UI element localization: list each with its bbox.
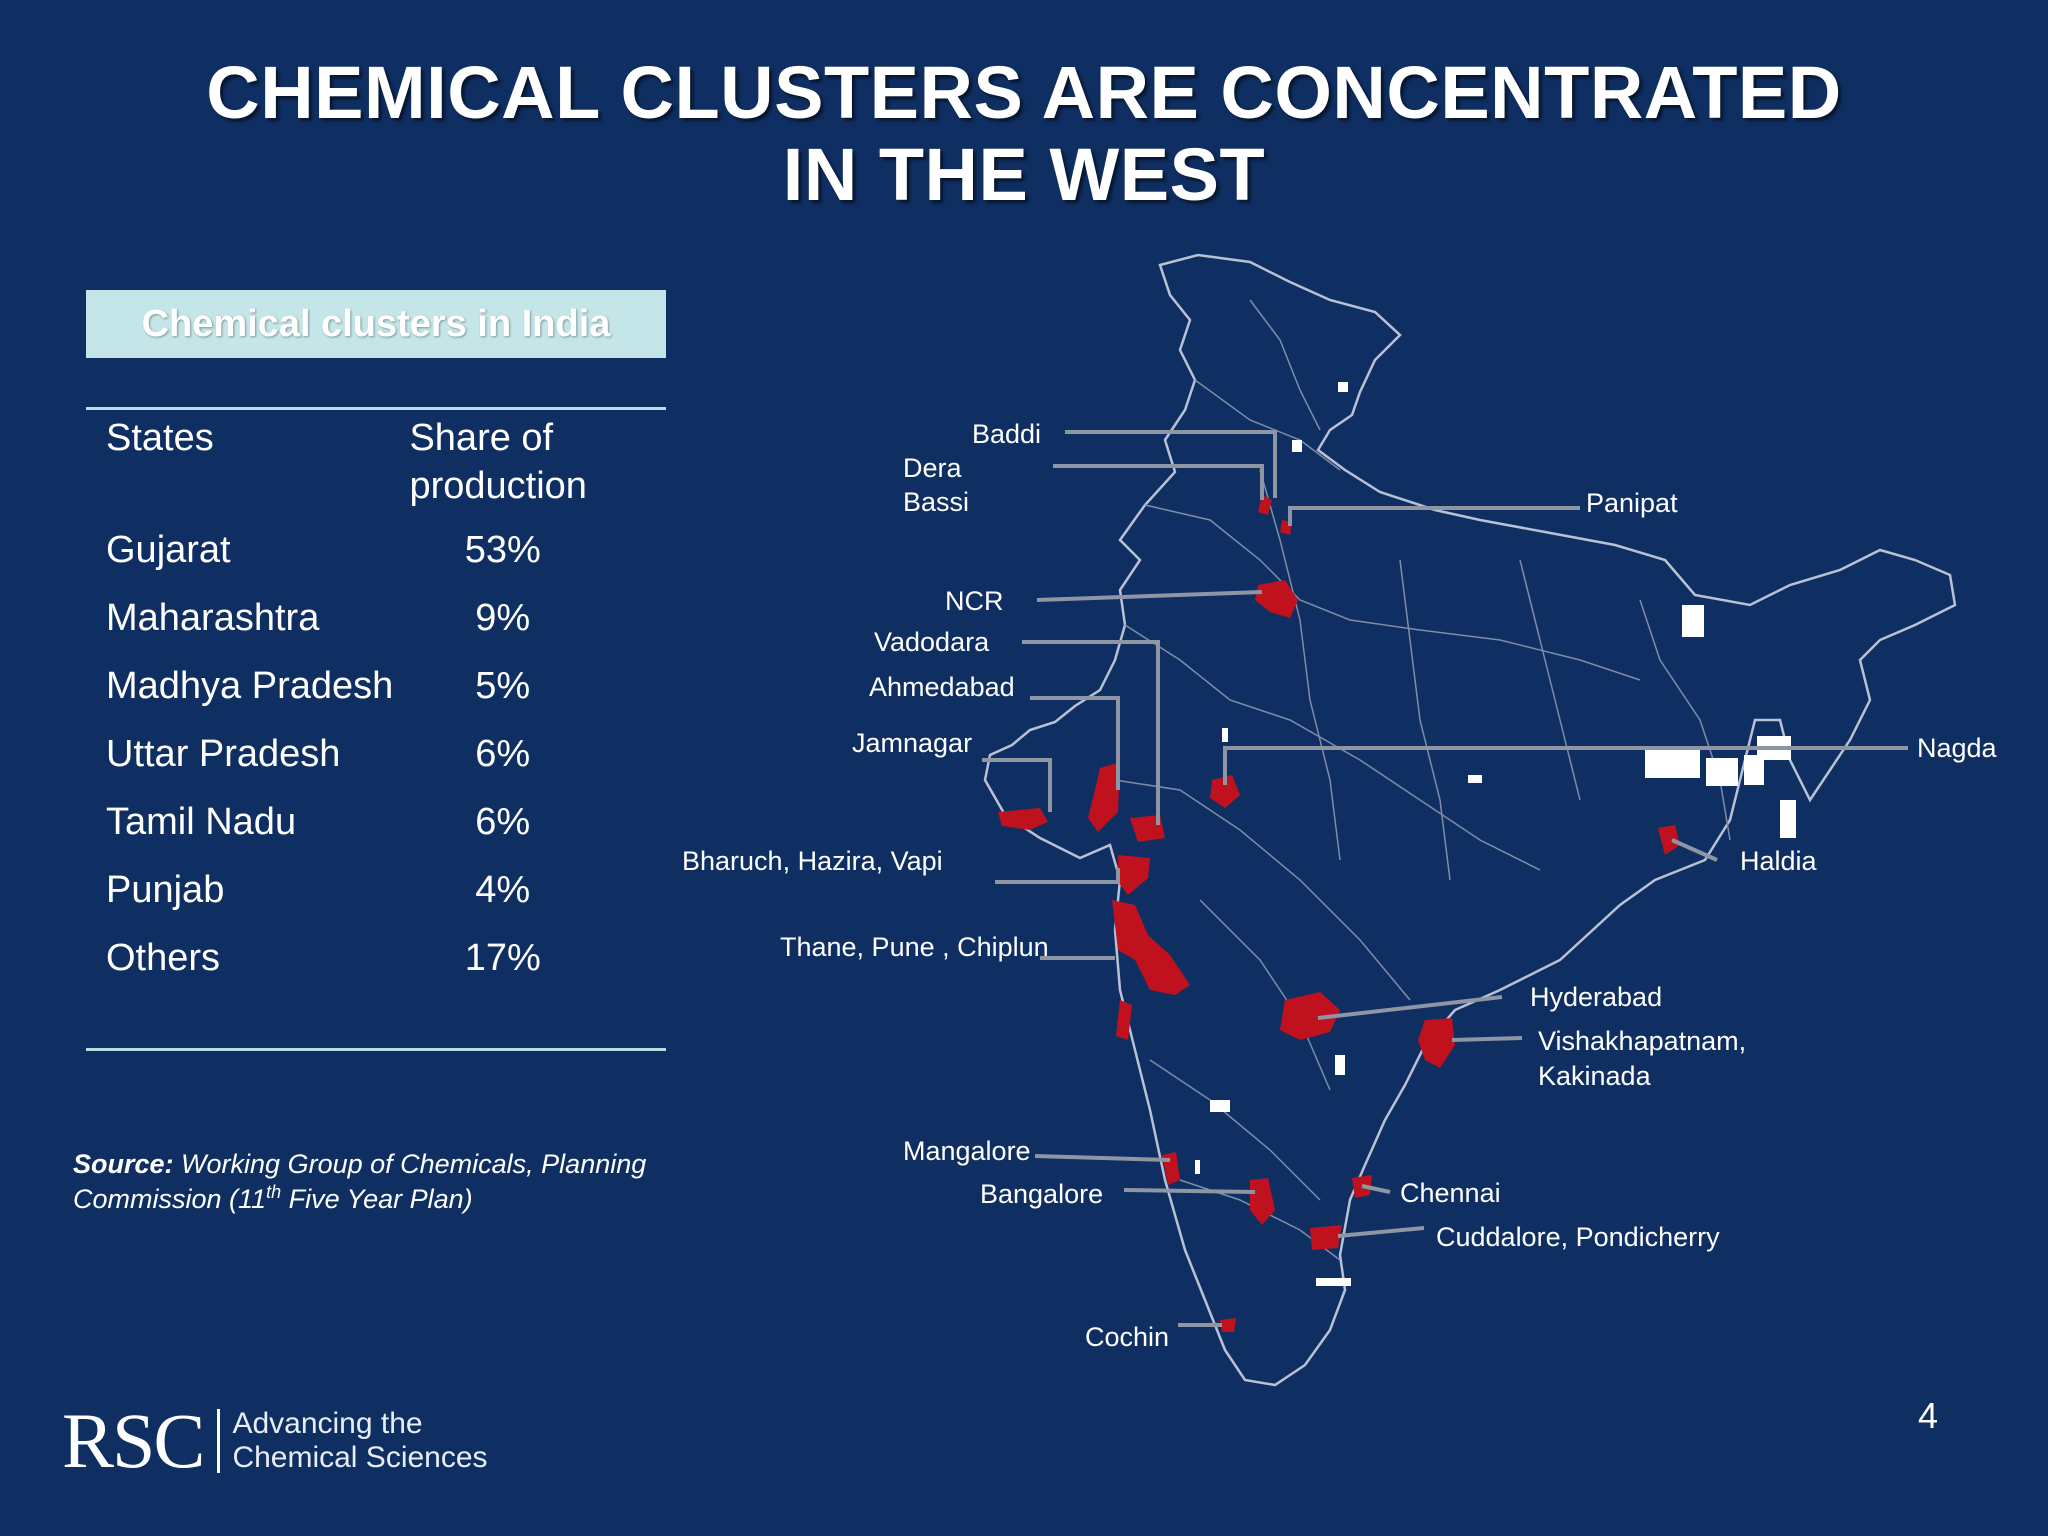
state-cell: Gujarat bbox=[106, 529, 231, 571]
table-row: Madhya Pradesh 5% bbox=[86, 662, 666, 730]
cluster-jamnagar-region bbox=[998, 808, 1048, 830]
slide-title-line-1: CHEMICAL CLUSTERS ARE CONCENTRATED bbox=[206, 51, 1842, 134]
share-cell: 9% bbox=[475, 597, 531, 639]
slide-title-line-2: IN THE WEST bbox=[782, 133, 1266, 216]
table-row: Uttar Pradesh 6% bbox=[86, 730, 666, 798]
leader-lines bbox=[982, 430, 1908, 1327]
label-thane-pune-chiplun: Thane, Pune , Chiplun bbox=[780, 932, 1049, 962]
share-cell: 5% bbox=[475, 665, 531, 707]
table-row: Gujarat 53% bbox=[86, 526, 666, 594]
label-mangalore: Mangalore bbox=[903, 1136, 1031, 1166]
label-cochin: Cochin bbox=[1085, 1322, 1169, 1352]
share-cell: 4% bbox=[475, 869, 531, 911]
rsc-logo: RSC Advancing the Chemical Sciences bbox=[62, 1402, 488, 1480]
cluster-cuddalore-region bbox=[1310, 1225, 1342, 1250]
cluster-labels: Baddi Dera Bassi Panipat NCR Vadodara Ah… bbox=[682, 419, 1998, 1352]
label-vadodara: Vadodara bbox=[874, 627, 990, 657]
label-kakinada: Kakinada bbox=[1538, 1061, 1652, 1091]
label-haldia: Haldia bbox=[1740, 846, 1818, 876]
table-row: Punjab 4% bbox=[86, 866, 666, 934]
label-baddi: Baddi bbox=[972, 419, 1041, 449]
cluster-bharuch-region bbox=[1118, 855, 1150, 895]
label-ncr: NCR bbox=[945, 586, 1004, 616]
source-text-1: Working Group of Chemicals, Planning Com… bbox=[73, 1149, 647, 1214]
label-jamnagar: Jamnagar bbox=[852, 728, 972, 758]
cluster-bangalore-region bbox=[1250, 1178, 1275, 1225]
cluster-chiplun-region bbox=[1116, 1000, 1132, 1040]
cluster-haldia-region bbox=[1658, 825, 1680, 855]
share-cell: 53% bbox=[464, 529, 541, 571]
slide-title: CHEMICAL CLUSTERS ARE CONCENTRATED IN TH… bbox=[0, 52, 2048, 216]
cluster-vizag-region bbox=[1418, 1018, 1455, 1068]
cluster-hyderabad-region bbox=[1280, 992, 1340, 1040]
state-cell: Maharashtra bbox=[106, 597, 320, 639]
table-top-rule bbox=[86, 407, 666, 410]
cluster-thane-region bbox=[1112, 900, 1190, 995]
table-bottom-rule bbox=[86, 1048, 666, 1051]
label-hyderabad: Hyderabad bbox=[1530, 982, 1662, 1012]
cluster-ncr-region bbox=[1255, 580, 1298, 618]
label-panipat: Panipat bbox=[1586, 488, 1678, 518]
share-cell: 17% bbox=[464, 937, 541, 979]
table-header-row: States Share of production bbox=[86, 414, 666, 526]
table-title: Chemical clusters in India bbox=[86, 290, 666, 358]
cluster-regions bbox=[998, 495, 1680, 1332]
rsc-logo-tagline: Advancing the Chemical Sciences bbox=[232, 1407, 487, 1475]
source-text-2: Five Year Plan) bbox=[281, 1184, 473, 1214]
rsc-logo-mark: RSC bbox=[62, 1397, 205, 1484]
column-header-share: Share of production bbox=[409, 417, 587, 507]
india-outline bbox=[983, 253, 1957, 1387]
rsc-tagline-line-1: Advancing the bbox=[232, 1407, 423, 1440]
column-header-states: States bbox=[106, 417, 214, 459]
label-vishakhapatnam: Vishakhapatnam, bbox=[1538, 1026, 1746, 1056]
white-markers bbox=[1195, 382, 1796, 1286]
rsc-tagline-line-2: Chemical Sciences bbox=[232, 1441, 488, 1474]
state-cell: Tamil Nadu bbox=[106, 801, 297, 843]
state-cell: Uttar Pradesh bbox=[106, 733, 341, 775]
share-cell: 6% bbox=[475, 801, 531, 843]
label-chennai: Chennai bbox=[1400, 1178, 1501, 1208]
label-bharuch-hazira-vapi: Bharuch, Hazira, Vapi bbox=[682, 846, 943, 876]
state-cell: Others bbox=[106, 937, 221, 979]
table-row: Others 17% bbox=[86, 934, 666, 1002]
label-cuddalore-pondicherry: Cuddalore, Pondicherry bbox=[1436, 1222, 1720, 1252]
state-share-table: States Share of production Gujarat 53% M… bbox=[86, 414, 666, 1002]
table-row: Maharashtra 9% bbox=[86, 594, 666, 662]
source-superscript: th bbox=[266, 1182, 282, 1202]
state-cell: Punjab bbox=[106, 869, 225, 911]
label-dera-bassi-line2: Bassi bbox=[903, 487, 969, 517]
source-label: Source: bbox=[73, 1149, 174, 1179]
label-nagda: Nagda bbox=[1917, 733, 1998, 763]
state-cell: Madhya Pradesh bbox=[106, 665, 394, 707]
page-number: 4 bbox=[1918, 1395, 1939, 1436]
source-note: Source: Working Group of Chemicals, Plan… bbox=[73, 1150, 713, 1213]
cluster-ahmedabad-region bbox=[1088, 762, 1120, 832]
cluster-cochin-region bbox=[1220, 1318, 1236, 1332]
table-row: Tamil Nadu 6% bbox=[86, 798, 666, 866]
share-cell: 6% bbox=[475, 733, 531, 775]
label-dera-bassi-line1: Dera bbox=[903, 453, 963, 483]
rsc-logo-divider bbox=[217, 1409, 221, 1473]
cluster-nagda-region bbox=[1210, 775, 1240, 808]
label-ahmedabad: Ahmedabad bbox=[869, 672, 1015, 702]
label-bangalore: Bangalore bbox=[980, 1179, 1103, 1209]
